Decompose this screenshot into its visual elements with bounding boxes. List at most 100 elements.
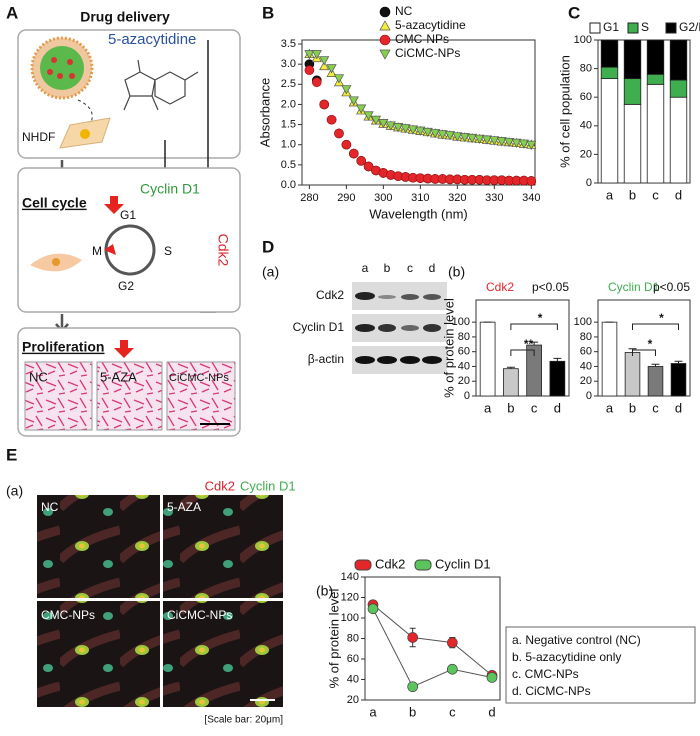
- nucleus: [52, 258, 60, 266]
- x-tick-label: b: [629, 187, 636, 202]
- x-tick-label: 320: [448, 192, 466, 204]
- bar-segment: [600, 39, 619, 68]
- protein-label: Cyclin D1: [293, 320, 345, 334]
- micrograph: [96, 361, 163, 431]
- marker: [311, 77, 322, 88]
- chemical-structure: [123, 59, 199, 111]
- marker: [422, 127, 433, 138]
- plot-frame: [597, 299, 691, 397]
- x-tick-label: 340: [522, 192, 540, 204]
- line: [372, 604, 493, 676]
- marker: [379, 49, 391, 60]
- protein-label: β-actin: [308, 352, 344, 366]
- marker: [393, 123, 404, 133]
- marker: [319, 99, 329, 110]
- plot-frame: [475, 299, 570, 397]
- y-axis-label: Absorbance: [257, 78, 272, 147]
- bar-segment: [623, 103, 642, 184]
- bar-segment: [623, 39, 642, 80]
- significance-label: *: [538, 311, 543, 325]
- image-label: 5-AZA: [100, 369, 137, 384]
- bar: [503, 368, 519, 397]
- cell-label: NHDF: [22, 130, 55, 144]
- section-title: Proliferation: [22, 339, 104, 355]
- marker: [526, 176, 537, 186]
- channel-label: Cdk2: [205, 478, 235, 493]
- x-tick-label: a: [606, 187, 614, 202]
- lane-label: d: [429, 261, 436, 275]
- down-arrow: [104, 196, 124, 214]
- bar-segment: [646, 83, 665, 184]
- chart-title: Cdk2: [486, 280, 514, 294]
- marker: [379, 20, 391, 31]
- legend-label: Cdk2: [375, 556, 405, 571]
- marker: [370, 115, 382, 125]
- image-label: CiCMC-NPs: [167, 608, 232, 622]
- marker: [489, 136, 500, 146]
- x-tick-label: c: [531, 400, 538, 415]
- y-tick-label: 20: [580, 148, 592, 160]
- bar-segment: [669, 39, 688, 81]
- x-tick-label: b: [507, 400, 514, 415]
- significance-label: *: [648, 337, 653, 351]
- marker: [430, 129, 441, 139]
- x-tick-label: c: [652, 187, 659, 202]
- micrograph: [24, 361, 93, 431]
- y-tick-label: 20: [347, 694, 359, 706]
- bar-segment: [646, 73, 665, 85]
- down-arrow: [114, 340, 134, 358]
- fluorescence-image: [37, 601, 160, 707]
- error-bar: [553, 357, 562, 362]
- y-tick-label: 3.0: [281, 58, 296, 70]
- marker: [444, 131, 456, 141]
- target-label: Cyclin D1: [140, 181, 200, 197]
- image-label: CMC-NPs: [41, 608, 95, 622]
- y-tick-label: 2.5: [281, 78, 296, 90]
- y-tick-label: 60: [580, 346, 592, 358]
- marker: [356, 156, 366, 166]
- legend-text: c. CMC-NPs: [512, 667, 579, 681]
- legend-swatch: [414, 559, 432, 571]
- significance-bracket: [632, 349, 656, 356]
- marker: [363, 111, 374, 121]
- fluorescence-image: [163, 601, 283, 707]
- marker: [311, 50, 322, 60]
- drug-name: 5-azacytidine: [108, 31, 196, 48]
- marker: [348, 148, 359, 159]
- marker: [437, 130, 448, 140]
- image-label: NC: [41, 500, 59, 514]
- y-tick-label: 0.5: [281, 159, 296, 171]
- legend-text: d. CiCMC-NPs: [512, 684, 591, 698]
- protein-label: Cdk2: [316, 288, 344, 302]
- bar: [549, 360, 566, 397]
- panel-letter: D: [262, 237, 274, 256]
- bar-segment: [669, 96, 688, 184]
- legend-swatch: [627, 22, 639, 34]
- y-tick-label: 80: [580, 331, 592, 343]
- y-tick-label: 80: [347, 632, 359, 644]
- marker: [326, 114, 337, 125]
- marker: [459, 133, 470, 143]
- bar-segment: [600, 66, 619, 80]
- marker: [415, 126, 426, 136]
- significance-bracket: [632, 323, 679, 330]
- marker: [319, 60, 330, 71]
- marker: [319, 56, 330, 66]
- y-tick-label: 120: [341, 591, 359, 603]
- y-tick-label: 80: [458, 331, 470, 343]
- blot: [352, 282, 447, 374]
- y-tick-label: 2.0: [281, 98, 296, 110]
- chart-subtitle: p<0.05: [532, 280, 569, 294]
- y-tick-label: 1.0: [281, 139, 296, 151]
- panel-letter: A: [6, 3, 18, 22]
- marker: [341, 139, 352, 150]
- x-axis-label: Wavelength (nm): [369, 206, 468, 221]
- bar: [624, 352, 641, 397]
- y-axis-label: % of cell population: [557, 55, 572, 168]
- nucleus: [80, 129, 90, 139]
- marker: [496, 137, 507, 147]
- legend-label: G1: [603, 20, 619, 34]
- legend-label: CiCMC-NPs: [395, 46, 460, 60]
